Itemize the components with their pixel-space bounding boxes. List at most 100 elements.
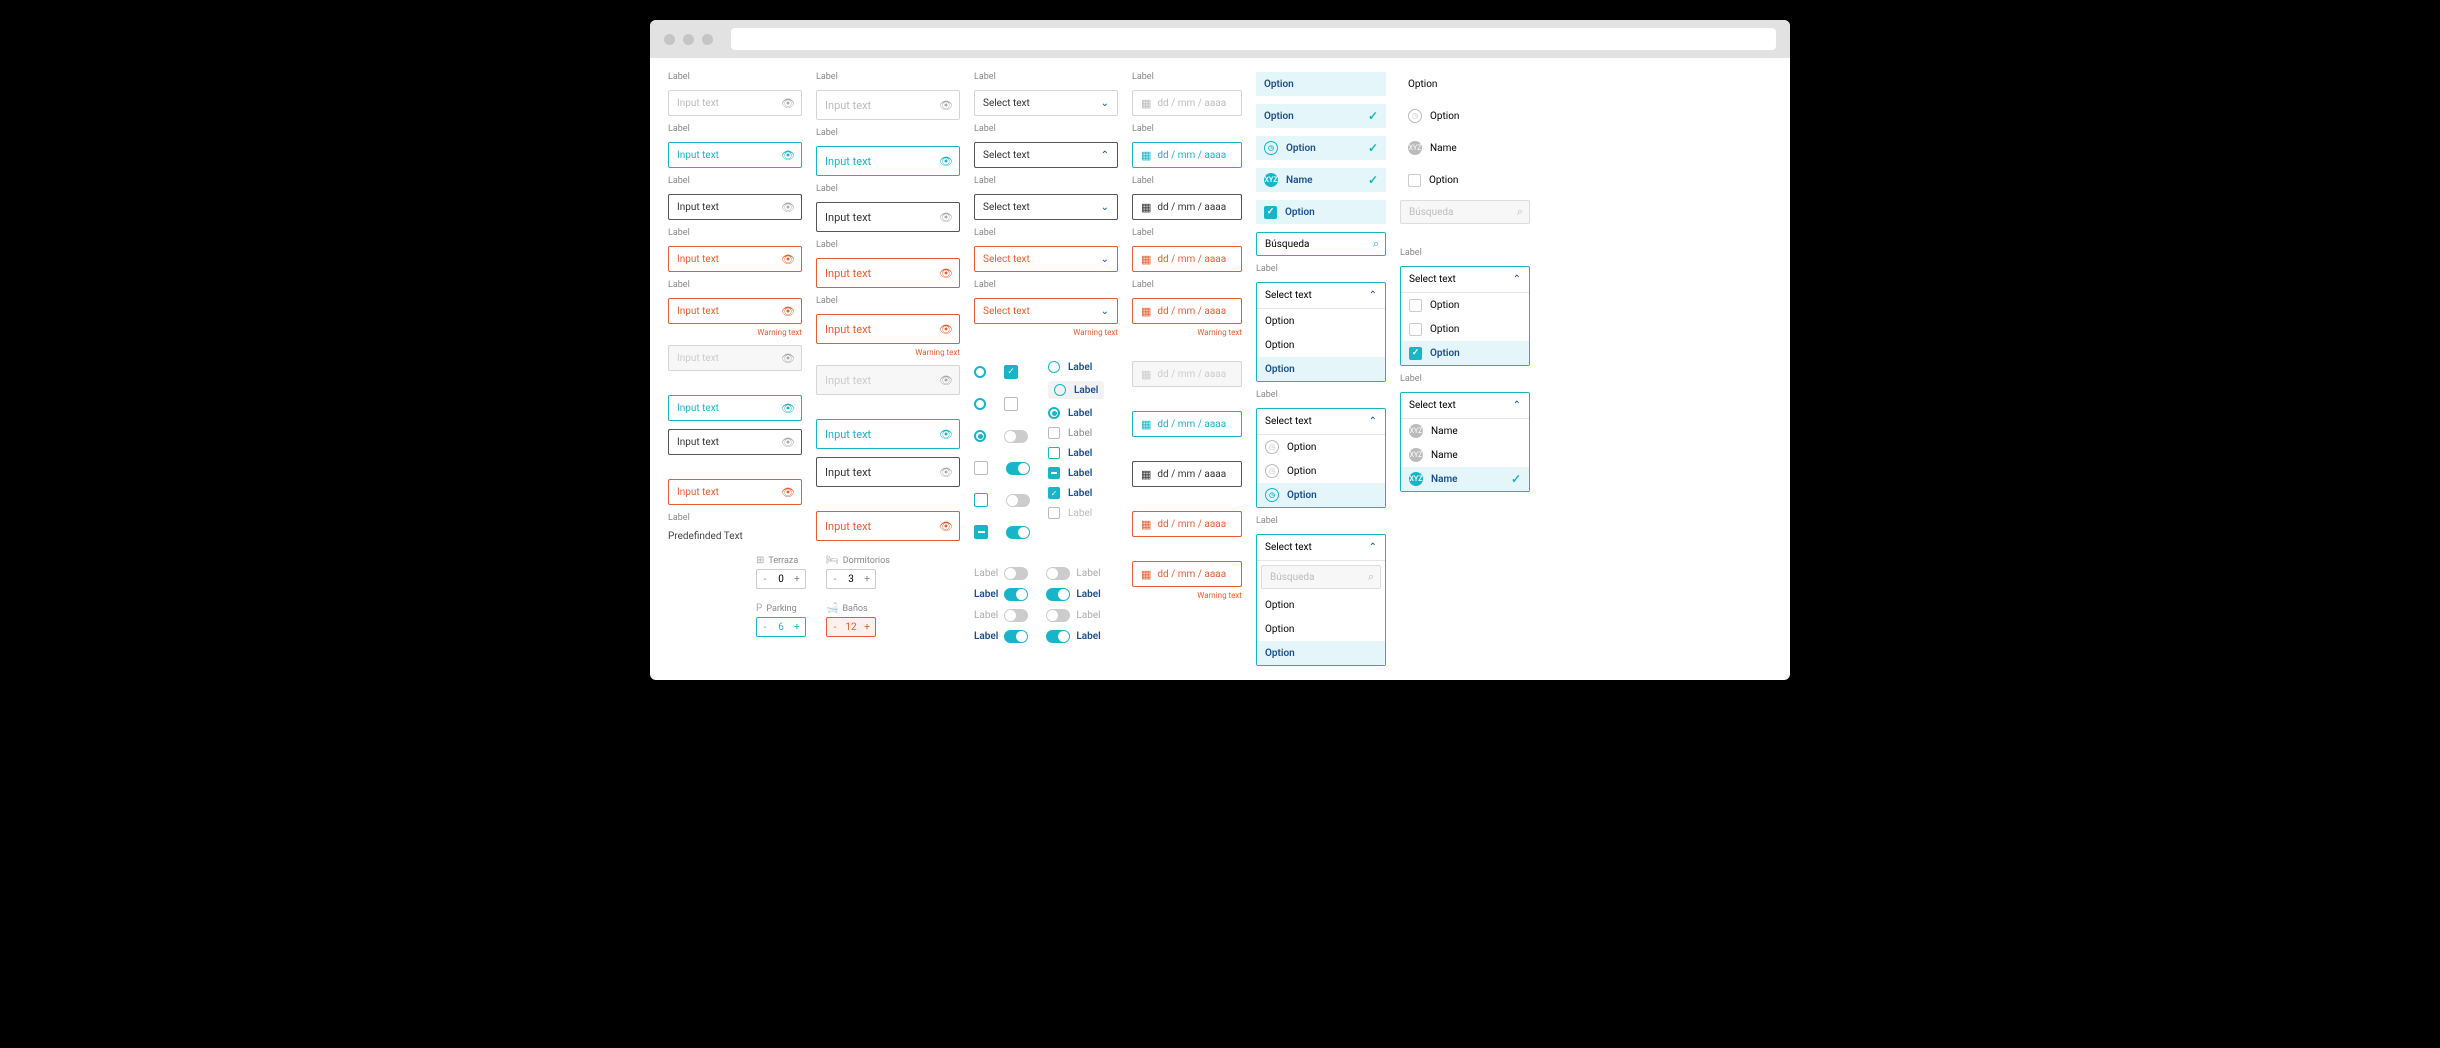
plus-button[interactable]: + [789, 570, 805, 588]
traffic-light[interactable] [683, 34, 694, 45]
date-input-focus[interactable]: ▦dd / mm / aaaa [1132, 411, 1242, 437]
option-row-selected[interactable]: ✓Option [1401, 341, 1529, 365]
eye-icon[interactable]: 👁 [939, 99, 953, 112]
eye-icon[interactable]: 👁 [939, 155, 953, 168]
eye-icon[interactable]: 👁 [781, 436, 795, 449]
option-row[interactable]: Option [1400, 168, 1530, 192]
text-input[interactable]: Input text👁 [668, 194, 802, 220]
option-row-selected[interactable]: Option [1257, 641, 1385, 665]
text-input-focus[interactable]: Input text👁 [668, 395, 802, 421]
stepper-error[interactable]: -12+ [826, 617, 876, 637]
option-row[interactable]: Option [1257, 333, 1385, 357]
eye-icon[interactable]: 👁 [939, 267, 953, 280]
option-row[interactable]: XYZName [1400, 136, 1530, 160]
eye-icon[interactable]: 👁 [781, 402, 795, 415]
option-row-selected[interactable]: ◷Option [1257, 483, 1385, 507]
eye-icon[interactable]: 👁 [781, 253, 795, 266]
radio[interactable] [974, 366, 986, 378]
date-input-focus[interactable]: ▦dd / mm / aaaa [1132, 142, 1242, 168]
text-input[interactable]: Input text👁 [816, 457, 960, 487]
text-input-focus[interactable]: Input text👁 [816, 146, 960, 176]
toggle-row[interactable]: Label [1046, 630, 1100, 643]
toggle[interactable] [1006, 494, 1030, 507]
option-row[interactable]: XYZName [1401, 419, 1529, 443]
dropdown-open-avatar[interactable]: Select text⌃ XYZName XYZName XYZName✓ [1400, 392, 1530, 492]
select[interactable]: Select text⌄ [974, 194, 1118, 220]
traffic-light[interactable] [702, 34, 713, 45]
option-row[interactable]: Option✓ [1256, 104, 1386, 128]
toggle-row[interactable]: Label [974, 609, 1028, 622]
radio-label-selected[interactable]: Label [1048, 407, 1104, 419]
eye-icon[interactable]: 👁 [781, 201, 795, 214]
text-input-error[interactable]: Input text👁 [816, 511, 960, 541]
date-input[interactable]: ▦dd / mm / aaaa [1132, 194, 1242, 220]
search-input[interactable]: Búsqueda⌕ [1400, 200, 1530, 224]
option-row[interactable]: ◷Option [1400, 104, 1530, 128]
stepper[interactable]: -0+ [756, 569, 806, 589]
text-input[interactable]: Input text👁 [668, 429, 802, 455]
select[interactable]: Select text⌄ [974, 90, 1118, 116]
plus-button[interactable]: + [859, 570, 875, 588]
select-error[interactable]: Select text⌄ [974, 298, 1118, 324]
toggle-row[interactable]: Label [1046, 567, 1100, 580]
date-input[interactable]: ▦dd / mm / aaaa [1132, 461, 1242, 487]
search-input[interactable]: Búsqueda⌕ [1256, 232, 1386, 256]
plus-button[interactable]: + [789, 618, 805, 636]
url-bar[interactable] [731, 28, 1776, 50]
checkbox-indeterminate[interactable] [974, 525, 988, 539]
text-input-focus[interactable]: Input text👁 [816, 419, 960, 449]
radio-label[interactable]: Label [1048, 361, 1104, 373]
minus-button[interactable]: - [757, 570, 773, 588]
radio-label-hover[interactable]: Label [1048, 381, 1104, 399]
plus-button[interactable]: + [859, 618, 875, 636]
radio[interactable] [974, 398, 986, 410]
minus-button[interactable]: - [757, 618, 773, 636]
select-error[interactable]: Select text⌄ [974, 246, 1118, 272]
option-row[interactable]: ✓Option [1256, 200, 1386, 224]
radio-selected[interactable] [974, 430, 986, 442]
dropdown-open-check[interactable]: Select text⌃ Option Option ✓Option [1400, 266, 1530, 366]
search-input-disabled[interactable]: Búsqueda⌕ [1261, 565, 1381, 589]
minus-button[interactable]: - [827, 570, 843, 588]
checkbox-label[interactable]: Label [1048, 427, 1104, 439]
toggle[interactable] [1004, 430, 1028, 443]
eye-icon[interactable]: 👁 [781, 486, 795, 499]
eye-icon[interactable]: 👁 [939, 323, 953, 336]
option-row-selected[interactable]: XYZName✓ [1401, 467, 1529, 491]
option-row[interactable]: XYZName [1401, 443, 1529, 467]
eye-icon[interactable]: 👁 [939, 211, 953, 224]
toggle-row[interactable]: Label [1046, 609, 1100, 622]
date-input[interactable]: ▦dd / mm / aaaa [1132, 90, 1242, 116]
checkbox[interactable] [1004, 397, 1018, 411]
stepper[interactable]: -3+ [826, 569, 876, 589]
text-input-error[interactable]: Input text👁 [816, 314, 960, 344]
toggle-on[interactable] [1006, 462, 1030, 475]
eye-icon[interactable]: 👁 [781, 149, 795, 162]
eye-icon[interactable]: 👁 [781, 305, 795, 318]
option-row[interactable]: XYZName✓ [1256, 168, 1386, 192]
text-input[interactable]: Input text👁 [816, 90, 960, 120]
option-row[interactable]: Option [1257, 593, 1385, 617]
toggle-row[interactable]: Label [974, 567, 1028, 580]
dropdown-open-search[interactable]: Select text⌃ Búsqueda⌕ Option Option Opt… [1256, 534, 1386, 666]
eye-icon[interactable]: 👁 [781, 97, 795, 110]
toggle-on[interactable] [1006, 526, 1030, 539]
eye-icon[interactable]: 👁 [939, 428, 953, 441]
eye-icon[interactable]: 👁 [939, 466, 953, 479]
option-row-selected[interactable]: Option [1257, 357, 1385, 381]
checkbox-icon[interactable] [1409, 323, 1422, 336]
minus-button[interactable]: - [827, 618, 843, 636]
checkbox-checked[interactable]: ✓ [1004, 365, 1018, 379]
text-input-error[interactable]: Input text👁 [668, 298, 802, 324]
traffic-light[interactable] [664, 34, 675, 45]
option-row[interactable]: Option [1256, 72, 1386, 96]
date-input-error[interactable]: ▦dd / mm / aaaa [1132, 511, 1242, 537]
checkbox-label-checked[interactable]: ✓Label [1048, 487, 1104, 499]
option-row[interactable]: ◷Option [1257, 435, 1385, 459]
eye-icon[interactable]: 👁 [939, 520, 953, 533]
checkbox[interactable] [974, 461, 988, 475]
option-row[interactable]: Option [1257, 309, 1385, 333]
toggle-row[interactable]: Label [1046, 588, 1100, 601]
date-input-error[interactable]: ▦dd / mm / aaaa [1132, 246, 1242, 272]
option-row[interactable]: Option [1257, 617, 1385, 641]
